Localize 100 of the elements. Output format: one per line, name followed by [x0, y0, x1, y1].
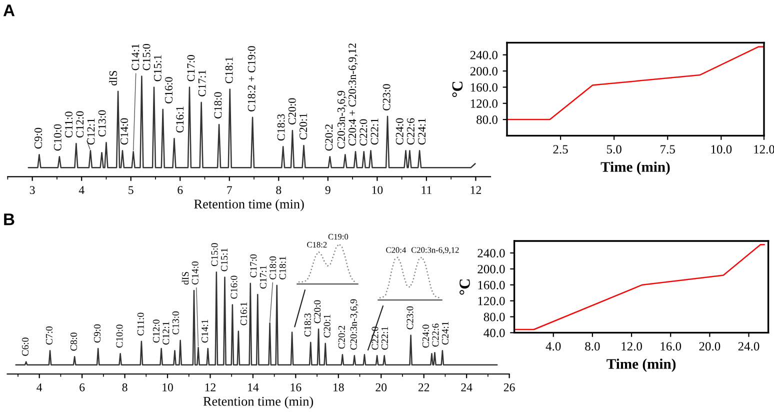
annotation: C16:1: [176, 106, 184, 133]
annotation: C22:6: [406, 118, 415, 145]
annotation: C18:1: [279, 256, 286, 280]
annotation: C23:0: [382, 84, 390, 110]
x-tick-label: 8.0: [585, 342, 600, 351]
annotation: dIS: [182, 272, 189, 285]
x-tick-label: 14: [248, 383, 259, 392]
x-tick-label: 8: [276, 186, 282, 194]
annotation: C18:0: [214, 92, 222, 118]
x-tick-label: 5.0: [606, 145, 622, 154]
chart-title: A: [3, 4, 15, 16]
annotation: C22:0: [360, 119, 368, 146]
x-tick-label: 2.5: [553, 145, 568, 154]
annotation: C17:1: [198, 70, 206, 96]
annotation: C20:3n-3,6,9: [337, 90, 347, 149]
x-tick-label: 8: [122, 383, 128, 392]
annotation: C16:0: [230, 276, 238, 299]
line-series: [514, 244, 766, 330]
annotation: C15:1: [221, 248, 228, 272]
annotation: C24:1: [442, 322, 449, 345]
annotation: C24:0: [422, 324, 430, 348]
y-axis-title: °C: [452, 82, 463, 98]
x-tick-label: 20: [376, 383, 387, 392]
x-tick-label: 10: [372, 186, 383, 194]
x-tick-label: 5: [128, 186, 134, 194]
annotation: C17:0: [250, 254, 257, 278]
annotation: C14:0: [192, 262, 198, 284]
x-tick-label: 12: [205, 383, 216, 392]
annotation: C20:0: [314, 300, 321, 324]
x-axis-title: Retention time (min): [203, 396, 314, 408]
annotation: C14:1: [202, 320, 208, 343]
annotation: C12:1: [87, 118, 95, 145]
annotation: C12:0: [152, 320, 160, 343]
x-tick-label: 7: [227, 186, 232, 194]
annotation: C12:1: [162, 322, 170, 345]
x-tick-label: 10.0: [711, 145, 732, 154]
x-tick-label: 3: [30, 186, 35, 194]
annotation: C9:0: [94, 324, 101, 343]
y-tick-label: 160.0: [470, 83, 498, 92]
annotation: C20:1: [324, 314, 330, 338]
x-tick-label: 24.0: [738, 342, 760, 351]
annotation: C22:6: [432, 324, 439, 347]
line-series: [507, 46, 764, 120]
annotation: C14:0: [120, 118, 128, 145]
y-tick-label: 200.0: [470, 67, 498, 76]
y-tick-label: 40.0: [484, 328, 505, 338]
annotation: C13:0: [172, 311, 179, 334]
x-tick-label: 20.0: [699, 342, 720, 351]
y-tick-label: 200.0: [478, 264, 505, 274]
annotation: C20:4 + C20:3n-6,9,12: [348, 43, 358, 146]
x-tick-label: 26: [504, 383, 515, 392]
annotation: C18:3: [277, 114, 285, 141]
x-tick-label: 16: [290, 383, 302, 392]
annotation: C7:0: [46, 326, 52, 345]
annotation: C18:3: [304, 313, 311, 336]
x-tick-label: 6: [80, 383, 85, 392]
annotation: C15:0: [142, 44, 150, 70]
annotation: C17:0: [187, 55, 195, 82]
annotation: C16:0: [165, 77, 173, 104]
annotation: C18:2 + C19:0: [248, 46, 256, 112]
annotation: C15:0: [211, 243, 218, 266]
x-tick-label: 16.0: [660, 342, 682, 351]
x-tick-label: 4: [36, 383, 42, 392]
annotation: C6:0: [22, 338, 29, 356]
x-tick-label: 12: [470, 186, 481, 194]
x-axis-title: Time (min): [606, 358, 676, 372]
text: C19:0: [328, 234, 348, 240]
annotation: C14:1: [132, 44, 140, 70]
annotation: C16:1: [240, 302, 248, 326]
annotation: dIS: [109, 71, 117, 86]
x-tick-label: 4: [78, 186, 84, 194]
annotation: C20:2: [338, 326, 345, 349]
annotation: C20:0: [288, 98, 296, 124]
y-tick-label: 120.0: [478, 296, 505, 306]
x-tick-label: 4.0: [546, 342, 561, 351]
annotation: C10:0: [54, 124, 62, 151]
x-tick-label: 11: [422, 186, 432, 194]
annotation: C24:0: [396, 118, 404, 145]
y-tick-label: 160.0: [478, 280, 505, 290]
chart-title: B: [4, 214, 14, 226]
annotation: C10:0: [116, 324, 123, 348]
annotation: C12:0: [76, 111, 84, 138]
text: C20:4: [386, 247, 406, 253]
x-tick-label: 7.5: [660, 145, 675, 154]
annotation: C22:1: [370, 118, 378, 145]
annotation: C11:0: [65, 112, 73, 138]
y-axis-title: °C: [460, 279, 470, 295]
x-tick-label: 12.0: [754, 145, 774, 154]
x-tick-label: 18: [334, 383, 344, 392]
annotation: C20:2: [325, 124, 333, 151]
x-tick-label: 22: [418, 383, 430, 392]
x-axis-title: Time (min): [600, 162, 670, 175]
annotation: C20:3n-3,6,9: [350, 299, 358, 350]
annotation: C22:1: [381, 326, 388, 350]
annotation: C15:1: [154, 55, 162, 82]
x-tick-label: 6: [178, 186, 183, 194]
annotation: C20:1: [300, 114, 308, 140]
x-axis-title: Retention time (min): [194, 199, 304, 212]
y-tick-label: 80.0: [476, 116, 498, 124]
annotation: C9:0: [34, 128, 42, 149]
